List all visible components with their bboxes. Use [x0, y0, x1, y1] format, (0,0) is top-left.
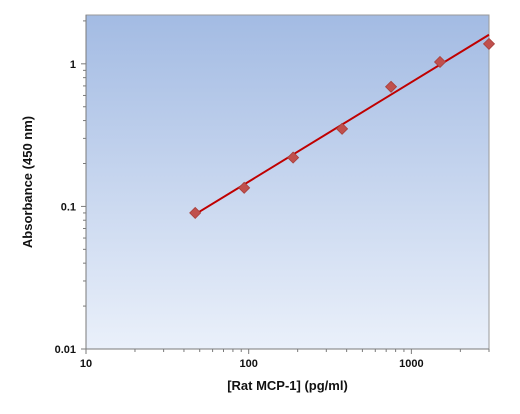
- data-point: [433, 55, 447, 69]
- y-tick-label: 0.1: [61, 201, 76, 213]
- y-axis-title: Absorbance (450 nm): [20, 116, 35, 248]
- x-tick-label: 1000: [399, 358, 423, 370]
- x-tick-label: 100: [240, 358, 258, 370]
- data-point: [336, 122, 349, 135]
- y-tick-label: 0.01: [55, 344, 76, 356]
- x-axis-title: [Rat MCP-1] (pg/ml): [227, 378, 348, 393]
- data-point: [384, 80, 398, 93]
- x-tick-label: 10: [80, 358, 92, 370]
- x-axis-tick-labels: 10 100 1000: [80, 358, 424, 370]
- data-points: [189, 37, 496, 220]
- data-point: [287, 151, 300, 164]
- data-point: [189, 206, 202, 220]
- y-axis-ticks: [81, 20, 86, 350]
- data-point: [482, 37, 496, 50]
- y-axis-tick-labels: 0.01 0.1 1: [55, 59, 76, 356]
- plot-area: [85, 14, 490, 350]
- x-axis-ticks: [85, 349, 490, 354]
- y-tick-label: 1: [70, 59, 76, 71]
- data-point: [238, 181, 251, 194]
